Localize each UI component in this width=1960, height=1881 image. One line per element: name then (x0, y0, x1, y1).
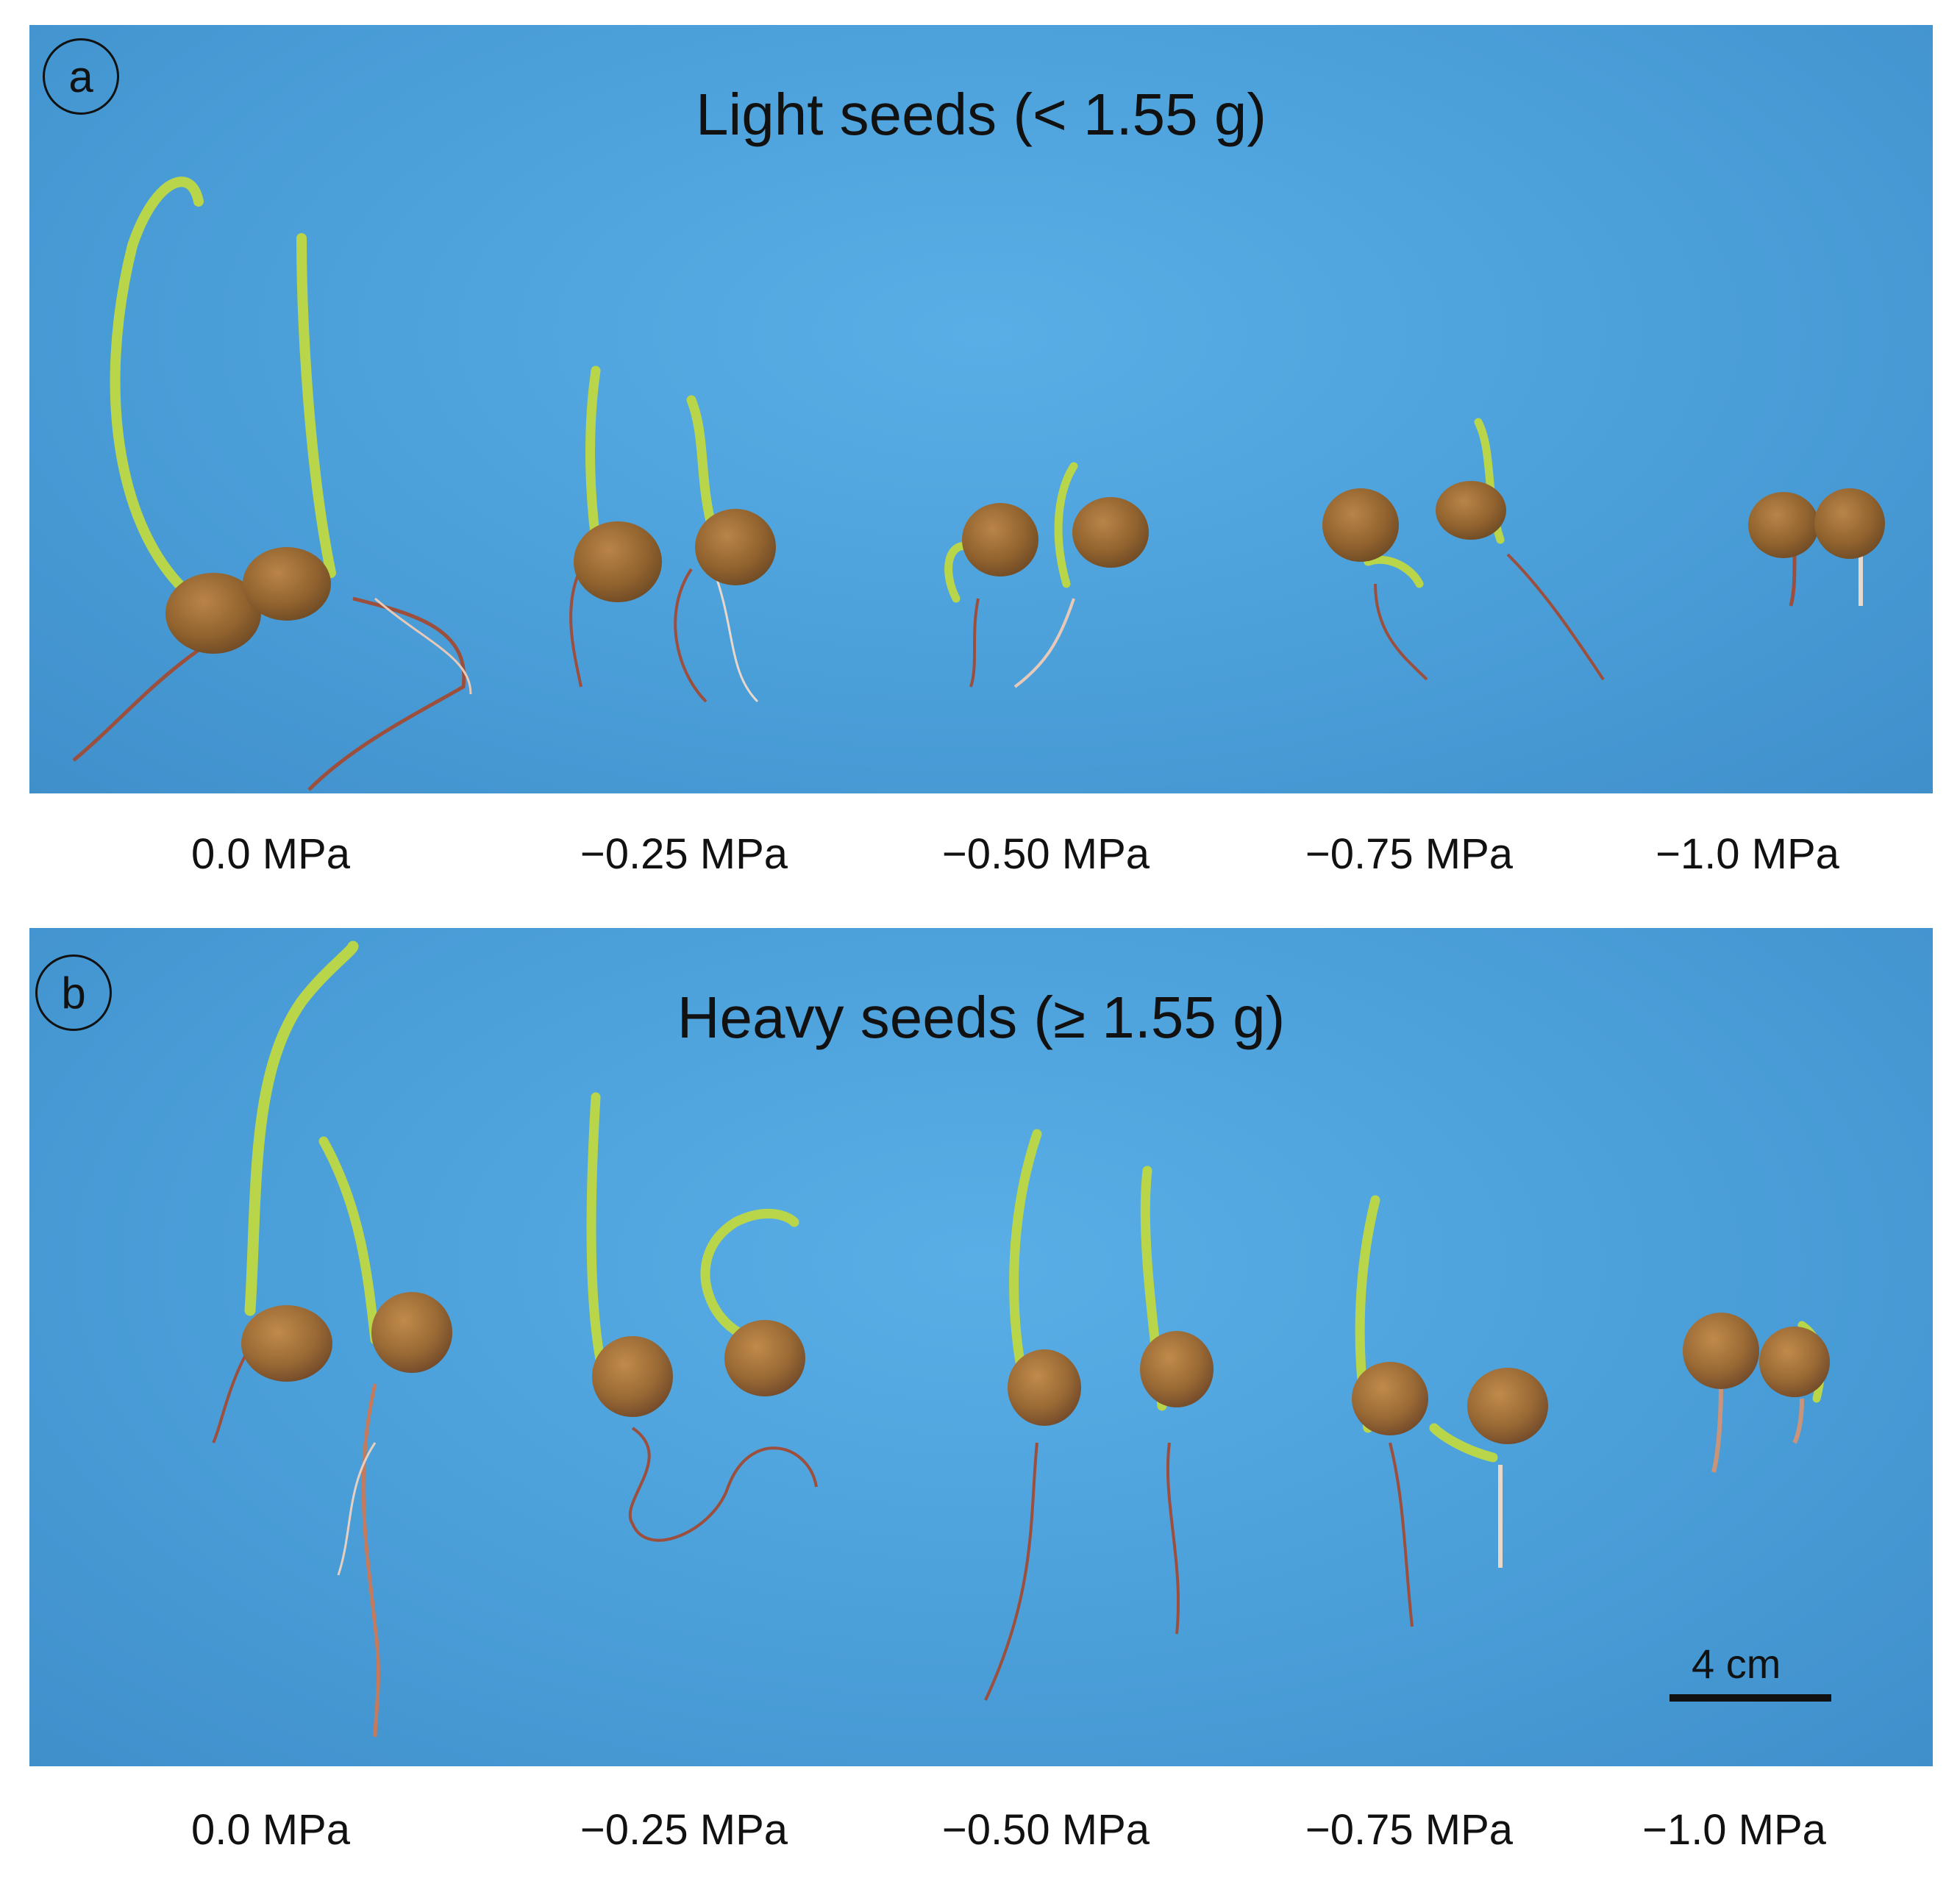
panel-b-title: Heavy seeds (≥ 1.55 g) (677, 985, 1286, 1050)
heavy-group-0-75 (1352, 1195, 1548, 1627)
panel-b-label-0-50: −0.50 MPa (941, 1806, 1150, 1854)
seedling-group-0-50 (944, 462, 1149, 688)
scale-bar (1669, 1694, 1831, 1702)
panel-a-labels: 0.0 MPa −0.25 MPa −0.50 MPa −0.75 MPa −1… (0, 829, 1960, 896)
panel-b-label-1-0: −1.0 MPa (1642, 1806, 1826, 1854)
panel-b-label-0-25: −0.25 MPa (580, 1806, 788, 1854)
panel-b-labels: 0.0 MPa −0.25 MPa −0.50 MPa −0.75 MPa −1… (0, 1805, 1960, 1871)
seedling-group-0-25 (569, 365, 776, 703)
panel-a-label-0-25: −0.25 MPa (580, 830, 788, 878)
panel-a-title: Light seeds (< 1.55 g) (695, 82, 1267, 147)
heavy-seedlings-scene (212, 940, 1830, 1738)
heavy-group-1-0 (1683, 1313, 1830, 1473)
seedling-group-0-75 (1322, 418, 1605, 681)
scale-bar-label: 4 cm (1692, 1641, 1781, 1687)
heavy-group-0-50 (984, 1129, 1214, 1701)
panel-a-label-0-50: −0.50 MPa (941, 830, 1150, 878)
heavy-group-0-25 (586, 1092, 818, 1542)
panel-a-photo: a Light seeds (< 1.55 g) (29, 25, 1933, 793)
panel-b-photo: b Heavy seeds (≥ 1.55 g) 4 cm (29, 928, 1933, 1766)
panel-b-letter: b (35, 954, 112, 1031)
panel-b-label-0-0: 0.0 MPa (191, 1806, 350, 1854)
panel-a-letter: a (43, 38, 119, 115)
heavy-group-0-0 (212, 940, 452, 1738)
seedling-group-1-0 (1748, 488, 1885, 607)
seedling-group-0-0 (72, 176, 472, 791)
panel-b-label-0-75: −0.75 MPa (1305, 1806, 1514, 1854)
panel-a-label-1-0: −1.0 MPa (1656, 830, 1839, 878)
panel-a-label-0-0: 0.0 MPa (191, 830, 350, 878)
light-seedlings-scene (72, 176, 1885, 791)
panel-a-label-0-75: −0.75 MPa (1305, 830, 1514, 878)
